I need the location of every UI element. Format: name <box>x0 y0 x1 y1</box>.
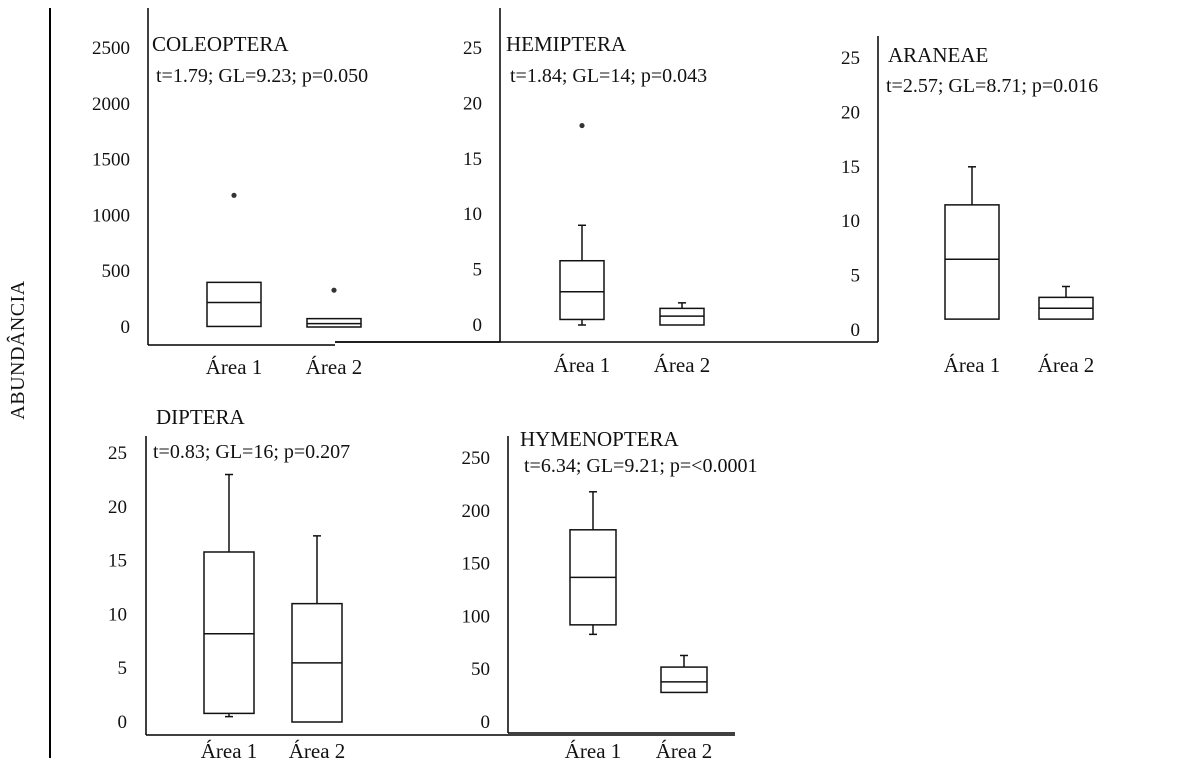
panel-statistic: t=1.79; GL=9.23; p=0.050 <box>156 65 368 87</box>
x-category-label: Área 2 <box>654 353 711 377</box>
x-category-label: Área 1 <box>554 353 611 377</box>
x-category-label: Área 2 <box>1038 353 1095 377</box>
x-category-label: Área 2 <box>289 739 346 763</box>
y-tick-label: 25 <box>108 443 127 464</box>
y-tick-label: 2500 <box>92 38 130 59</box>
y-tick-label: 5 <box>473 260 483 281</box>
y-tick-label: 15 <box>463 149 482 170</box>
y-tick-label: 500 <box>102 261 131 282</box>
y-tick-label: 2000 <box>92 94 130 115</box>
y-tick-label: 10 <box>108 604 127 625</box>
y-tick-label: 0 <box>481 712 491 733</box>
panel-coleoptera: 0 500 1000 1500 2000 2500 COLEOPTERA t=1.79; GL… <box>92 8 368 379</box>
y-axis-label: ABUNDÂNCIA <box>6 280 29 420</box>
box-iqr <box>306 317 362 328</box>
y-tick-label: 50 <box>471 659 490 680</box>
x-category-label: Área 1 <box>206 355 263 379</box>
panel-statistic: t=1.84; GL=14; p=0.043 <box>510 65 707 87</box>
x-category-label: Área 2 <box>306 355 363 379</box>
x-category-label: Área 2 <box>656 739 713 763</box>
y-tick-label: 0 <box>121 317 131 338</box>
y-tick-label: 0 <box>118 712 128 733</box>
panel-diptera: 0 5 10 15 20 25 DIPTERA t=0.83; GL=16; p=0.207 Á… <box>108 405 735 763</box>
box-iqr <box>559 259 605 321</box>
y-tick-label: 20 <box>841 102 860 123</box>
panel-statistic: t=2.57; GL=8.71; p=0.016 <box>886 75 1098 97</box>
y-tick-label: 20 <box>463 93 482 114</box>
panel-title: DIPTERA <box>156 405 246 429</box>
y-tick-label: 25 <box>463 38 482 59</box>
outlier-point <box>331 287 337 293</box>
panel-statistic: t=0.83; GL=16; p=0.207 <box>153 441 350 463</box>
box-iqr <box>206 281 262 328</box>
y-tick-label: 15 <box>841 157 860 178</box>
y-tick-label: 5 <box>118 658 128 679</box>
panel-title: COLEOPTERA <box>152 32 289 56</box>
y-tick-label: 25 <box>841 48 860 69</box>
panel-title: HYMENOPTERA <box>520 427 680 451</box>
panel-araneae: 0 5 10 15 20 25 ARANEAE t=2.57; GL=8.71; p=0.01… <box>335 36 1098 377</box>
y-tick-label: 5 <box>851 266 861 287</box>
x-category-label: Área 1 <box>565 739 622 763</box>
box-iqr <box>203 551 255 715</box>
y-tick-label: 250 <box>462 448 491 469</box>
panel-hymenoptera: 0 50 100 150 200 250 HYMENOPTERA t=6.34; GL=9.2… <box>462 427 758 763</box>
x-category-label: Área 1 <box>944 353 1001 377</box>
panel-statistic: t=6.34; GL=9.21; p=<0.0001 <box>524 455 757 477</box>
outlier-point <box>231 192 237 198</box>
outlier-point <box>579 122 585 129</box>
box-iqr <box>944 204 1000 320</box>
y-tick-label: 150 <box>462 554 491 575</box>
y-tick-label: 10 <box>841 211 860 232</box>
y-tick-label: 20 <box>108 497 127 518</box>
panel-title: ARANEAE <box>888 43 988 67</box>
y-tick-label: 200 <box>462 501 491 522</box>
y-tick-label: 1500 <box>92 150 130 171</box>
y-tick-label: 100 <box>462 606 491 627</box>
panel-hemiptera: 0 5 10 15 20 25 HEMIPTERA t=1.84; GL=14; p=0.04… <box>335 8 710 377</box>
y-tick-label: 1000 <box>92 205 130 226</box>
box-iqr <box>660 666 708 694</box>
y-tick-label: 10 <box>463 204 482 225</box>
y-tick-label: 0 <box>851 320 861 341</box>
y-tick-label: 15 <box>108 551 127 572</box>
x-category-label: Área 1 <box>201 739 258 763</box>
y-tick-label: 0 <box>473 315 483 336</box>
panel-title: HEMIPTERA <box>506 32 627 56</box>
